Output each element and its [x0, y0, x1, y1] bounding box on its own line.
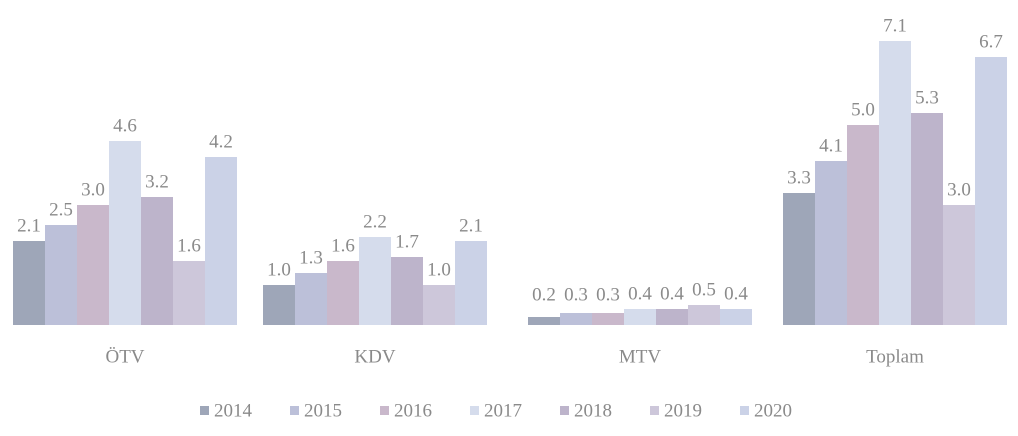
data-label: 6.7 [979, 31, 1003, 52]
bar [205, 157, 237, 325]
bar [624, 309, 656, 325]
legend-swatch [380, 406, 389, 415]
x-tick-label: ÖTV [105, 346, 144, 367]
legend-label: 2018 [574, 400, 612, 421]
bar [815, 161, 847, 325]
legend-label: 2020 [754, 400, 792, 421]
bar [911, 113, 943, 325]
bar [560, 313, 592, 325]
bar [720, 309, 752, 325]
data-label: 5.3 [915, 87, 939, 108]
bar [391, 257, 423, 325]
bar [263, 285, 295, 325]
legend-swatch [740, 406, 749, 415]
data-label: 2.1 [17, 215, 41, 236]
bar [656, 309, 688, 325]
x-tick-label: MTV [619, 346, 662, 367]
bar [295, 273, 327, 325]
data-label: 3.3 [787, 167, 811, 188]
bar [975, 57, 1007, 325]
data-label: 3.0 [81, 179, 105, 200]
legend-swatch [470, 406, 479, 415]
bar [77, 205, 109, 325]
legend-label: 2016 [394, 400, 432, 421]
bar [783, 193, 815, 325]
data-label: 5.0 [851, 99, 875, 120]
bar [109, 141, 141, 325]
data-label: 1.6 [177, 235, 201, 256]
data-label: 7.1 [883, 15, 907, 36]
data-label: 1.0 [427, 259, 451, 280]
x-tick-label: Toplam [866, 346, 924, 367]
bar [173, 261, 205, 325]
bar [847, 125, 879, 325]
data-label: 3.0 [947, 179, 971, 200]
data-label: 4.1 [819, 135, 843, 156]
bar [141, 197, 173, 325]
legend-label: 2015 [304, 400, 342, 421]
legend-swatch [200, 406, 209, 415]
data-label: 0.4 [628, 283, 652, 304]
data-label: 4.6 [113, 115, 137, 136]
data-label: 0.4 [660, 283, 684, 304]
bar [592, 313, 624, 325]
data-label: 1.7 [395, 231, 419, 252]
legend-label: 2017 [484, 400, 522, 421]
bar [327, 261, 359, 325]
data-label: 0.3 [564, 284, 588, 305]
data-label: 3.2 [145, 171, 169, 192]
data-label: 0.5 [692, 279, 716, 300]
bar [688, 305, 720, 325]
bar [528, 317, 560, 325]
data-label: 2.5 [49, 199, 73, 220]
bar [879, 41, 911, 325]
bar [455, 241, 487, 325]
x-tick-label: KDV [354, 346, 395, 367]
legend-label: 2019 [664, 400, 702, 421]
bar [359, 237, 391, 325]
data-label: 0.3 [596, 284, 620, 305]
legend-swatch [650, 406, 659, 415]
data-label: 0.2 [532, 284, 556, 305]
legend-swatch [290, 406, 299, 415]
bar [423, 285, 455, 325]
bar [13, 241, 45, 325]
data-label: 1.6 [331, 235, 355, 256]
bar [943, 205, 975, 325]
legend-swatch [560, 406, 569, 415]
data-label: 1.3 [299, 247, 323, 268]
data-label: 0.4 [724, 283, 748, 304]
data-label: 2.1 [459, 215, 483, 236]
bar [45, 225, 77, 325]
data-label: 4.2 [209, 131, 233, 152]
data-label: 1.0 [267, 259, 291, 280]
legend-label: 2014 [214, 400, 253, 421]
data-label: 2.2 [363, 211, 387, 232]
